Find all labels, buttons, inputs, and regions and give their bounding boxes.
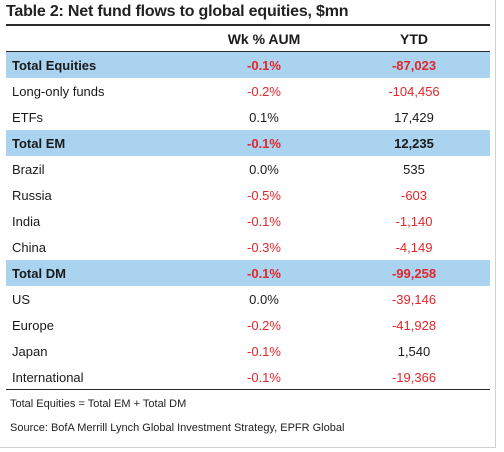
table-row: Japan -0.1% 1,540 xyxy=(6,338,490,364)
cell-ytd: -41,928 xyxy=(391,318,437,333)
cell-wk-aum: -0.1% xyxy=(247,214,281,229)
title-divider xyxy=(6,24,490,26)
table-source: Source: BofA Merrill Lynch Global Invest… xyxy=(10,422,345,434)
table-total-row: Total Equities -0.1% -87,023 xyxy=(6,52,490,78)
cell-wk-aum: -0.1% xyxy=(247,136,281,151)
cell-ytd: -87,023 xyxy=(391,58,437,73)
cell-wk-aum: -0.3% xyxy=(247,240,281,255)
cell-wk-aum: -0.1% xyxy=(247,266,281,281)
table-total-row: Total EM -0.1% 12,235 xyxy=(6,130,490,156)
table-total-row: Total DM -0.1% -99,258 xyxy=(6,260,490,286)
table-row: Long-only funds -0.2% -104,456 xyxy=(6,78,490,104)
cell-ytd: 1,540 xyxy=(397,344,431,359)
cell-wk-aum: -0.1% xyxy=(247,370,281,385)
row-label: ETFs xyxy=(12,110,44,125)
cell-wk-aum: -0.1% xyxy=(247,58,281,73)
row-label: Europe xyxy=(12,318,54,333)
table-header: Wk % AUM YTD xyxy=(6,27,490,51)
cell-ytd: -99,258 xyxy=(391,266,437,281)
row-label: Russia xyxy=(12,188,52,203)
cell-ytd: -1,140 xyxy=(395,214,433,229)
row-label: Brazil xyxy=(12,162,45,177)
row-label: China xyxy=(12,240,46,255)
table-frame: Table 2: Net fund flows to global equiti… xyxy=(0,0,496,448)
cell-ytd: 12,235 xyxy=(394,136,434,151)
table-bottom-divider xyxy=(6,389,490,390)
table-row: ETFs 0.1% 17,429 xyxy=(6,104,490,130)
cell-wk-aum: 0.1% xyxy=(249,110,279,125)
cell-ytd: 17,429 xyxy=(394,110,434,125)
table-footnote: Total Equities = Total EM + Total DM xyxy=(10,398,187,410)
table-row: Europe -0.2% -41,928 xyxy=(6,312,490,338)
row-label: Total EM xyxy=(12,136,66,151)
table-body: Total Equities -0.1% -87,023 Long-only fund… xyxy=(6,52,490,390)
cell-wk-aum: 0.0% xyxy=(249,292,279,307)
cell-ytd: 535 xyxy=(403,162,425,177)
row-label: Japan xyxy=(12,344,48,359)
cell-ytd: -19,366 xyxy=(391,370,437,385)
row-label: Total Equities xyxy=(12,58,97,73)
row-label: Total DM xyxy=(12,266,66,281)
cell-ytd: -104,456 xyxy=(388,84,440,99)
row-label: Long-only funds xyxy=(12,84,105,99)
cell-ytd: -39,146 xyxy=(391,292,437,307)
table-row: International -0.1% -19,366 xyxy=(6,364,490,390)
cell-wk-aum: -0.1% xyxy=(247,344,281,359)
table-row: Brazil 0.0% 535 xyxy=(6,156,490,182)
row-label: International xyxy=(12,370,84,385)
table-row: China -0.3% -4,149 xyxy=(6,234,490,260)
column-header-ytd: YTD xyxy=(400,31,428,47)
header-divider xyxy=(6,51,490,52)
cell-wk-aum: 0.0% xyxy=(249,162,279,177)
table-row: India -0.1% -1,140 xyxy=(6,208,490,234)
cell-wk-aum: -0.2% xyxy=(247,318,281,333)
table-row: US 0.0% -39,146 xyxy=(6,286,490,312)
row-label: India xyxy=(12,214,41,229)
cell-ytd: -603 xyxy=(400,188,428,203)
cell-wk-aum: -0.5% xyxy=(247,188,281,203)
column-header-wk-aum: Wk % AUM xyxy=(227,31,301,47)
cell-wk-aum: -0.2% xyxy=(247,84,281,99)
row-label: US xyxy=(12,292,31,307)
table-title: Table 2: Net fund flows to global equiti… xyxy=(6,3,349,20)
cell-ytd: -4,149 xyxy=(395,240,433,255)
table-row: Russia -0.5% -603 xyxy=(6,182,490,208)
